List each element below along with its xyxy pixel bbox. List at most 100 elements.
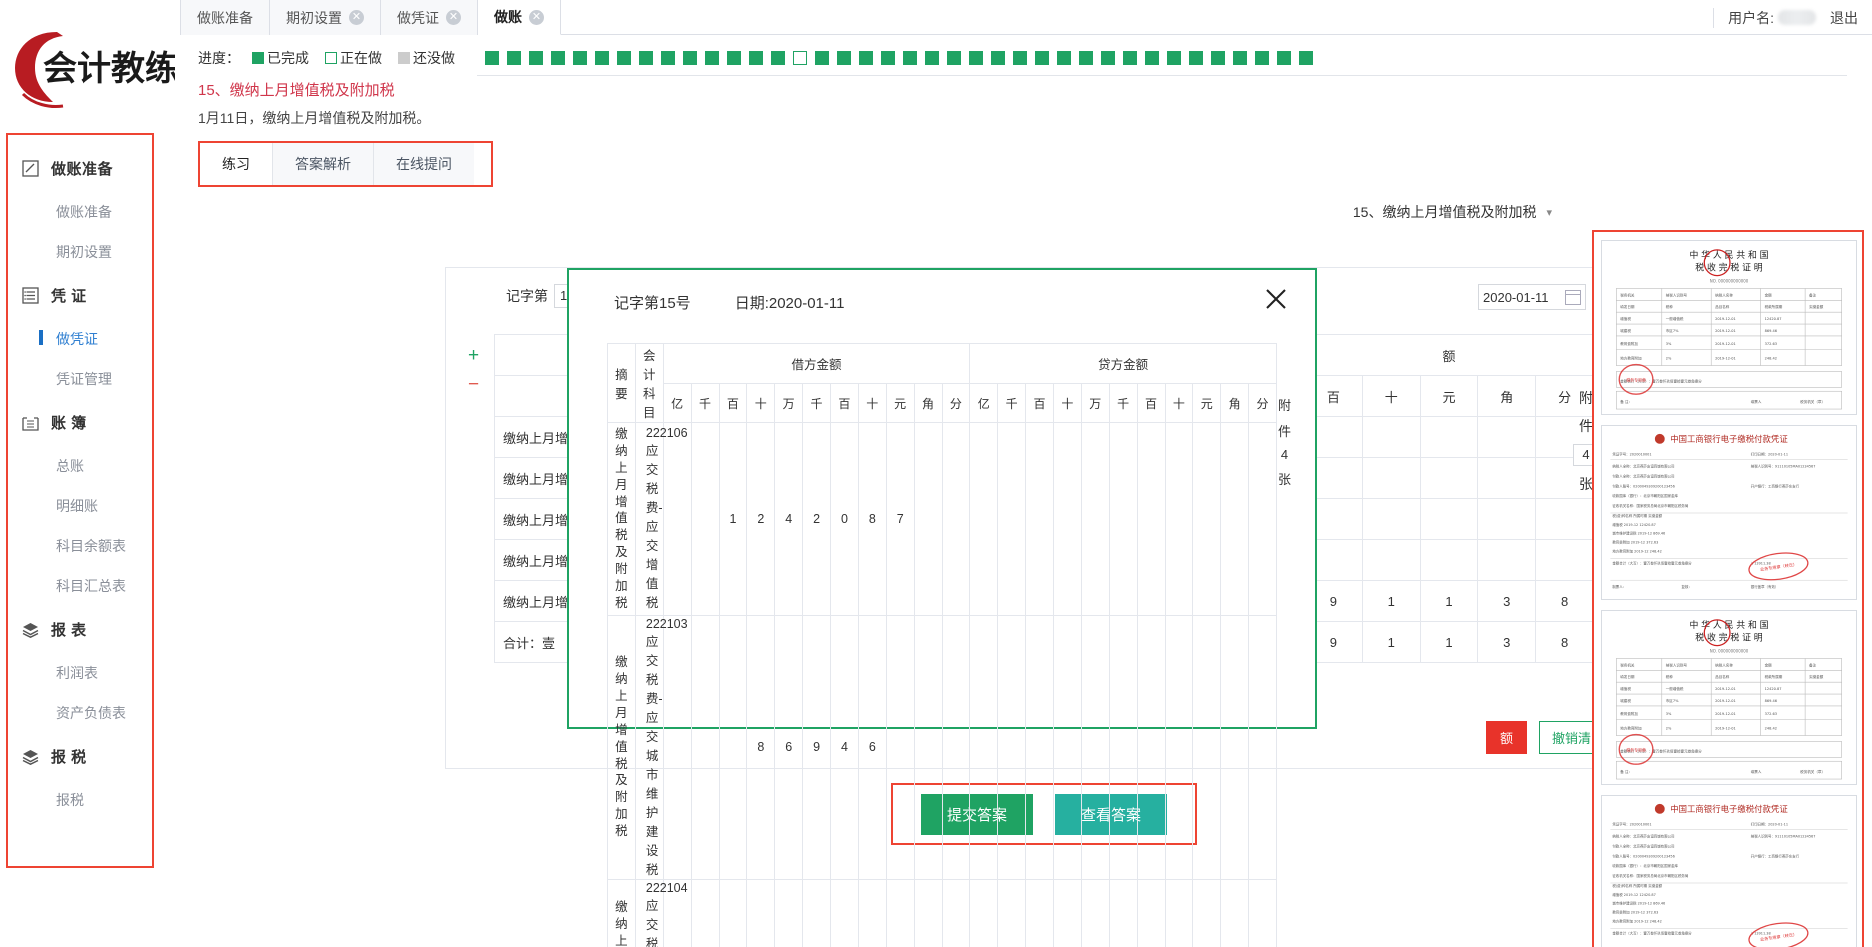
voucher-row-digit-1[interactable] <box>1361 457 1421 499</box>
progress-step-22[interactable] <box>947 51 961 65</box>
progress-step-29[interactable] <box>1101 51 1115 65</box>
voucher-row-digit-3[interactable]: 3 <box>1477 580 1537 622</box>
progress-step-5[interactable] <box>573 51 587 65</box>
voucher-row-digit-3[interactable]: 3 <box>1477 621 1537 663</box>
progress-step-32[interactable] <box>1167 51 1181 65</box>
progress-step-24[interactable] <box>991 51 1005 65</box>
voucher-row-digit-3[interactable] <box>1477 416 1537 458</box>
remove-row-button[interactable]: − <box>468 374 480 395</box>
sidebar-group-zhangbu[interactable]: 账 簿 <box>8 399 152 446</box>
progress-step-18[interactable] <box>859 51 873 65</box>
voucher-row-digit-1[interactable] <box>1361 416 1421 458</box>
voucher-row-digit-3[interactable] <box>1477 498 1537 540</box>
progress-step-14[interactable] <box>771 51 785 65</box>
add-row-button[interactable]: + <box>468 345 480 366</box>
progress-step-15[interactable] <box>793 51 807 65</box>
progress-step-28[interactable] <box>1079 51 1093 65</box>
close-icon[interactable]: ✕ <box>529 9 544 25</box>
progress-step-12[interactable] <box>727 51 741 65</box>
voucher-row-digit-4[interactable]: 8 <box>1535 580 1594 622</box>
subtab-dajianjiexi[interactable]: 答案解析 <box>273 143 374 185</box>
attachment-thumbnail-4[interactable]: 中国工商银行电子缴税付款凭证 凭证字号：2020010001 打印日期：2020-… <box>1601 795 1857 947</box>
progress-step-17[interactable] <box>837 51 851 65</box>
sidebar-item-zuopingzheng[interactable]: 做凭证 <box>8 319 152 359</box>
progress-step-9[interactable] <box>661 51 675 65</box>
progress-step-11[interactable] <box>705 51 719 65</box>
voucher-row-digit-1[interactable]: 1 <box>1361 580 1421 622</box>
voucher-row-digit-2[interactable]: 1 <box>1419 621 1479 663</box>
sidebar-item-baoshui[interactable]: 报税 <box>56 792 84 808</box>
voucher-row-digit-2[interactable] <box>1419 457 1479 499</box>
progress-step-1[interactable] <box>485 51 499 65</box>
progress-step-38[interactable] <box>1299 51 1313 65</box>
sidebar-group-baobiao[interactable]: 报 表 <box>8 606 152 653</box>
voucher-red-button[interactable]: 额 <box>1485 721 1527 754</box>
attachment-thumbnail-3[interactable]: 中 华 人 民 共 和 国 税 收 完 税 证 明 NO. 0000000000… <box>1601 610 1857 785</box>
sidebar-group-pingzheng[interactable]: 凭 证 <box>8 272 152 319</box>
sidebar-item-pingzhengguanli[interactable]: 凭证管理 <box>56 371 112 387</box>
sidebar-item-zichanfuzhaibiao[interactable]: 资产负债表 <box>56 705 126 721</box>
voucher-row-digit-4[interactable] <box>1535 498 1594 540</box>
progress-step-23[interactable] <box>969 51 983 65</box>
voucher-row-digit-2[interactable]: 1 <box>1419 580 1479 622</box>
close-icon[interactable]: ✕ <box>446 10 461 25</box>
tab-qichushezhi[interactable]: 期初设置 ✕ <box>270 0 381 35</box>
progress-step-27[interactable] <box>1057 51 1071 65</box>
voucher-row-digit-2[interactable] <box>1419 498 1479 540</box>
progress-step-3[interactable] <box>529 51 543 65</box>
sidebar-item-kemuhuizongbiao[interactable]: 科目汇总表 <box>56 578 126 594</box>
progress-step-34[interactable] <box>1211 51 1225 65</box>
progress-step-36[interactable] <box>1255 51 1269 65</box>
progress-step-20[interactable] <box>903 51 917 65</box>
voucher-row-digit-4[interactable]: 8 <box>1535 621 1594 663</box>
tab-zuozhang[interactable]: 做账 ✕ <box>478 0 561 35</box>
sidebar-group-baoshui[interactable]: 报 税 <box>8 733 152 780</box>
logout-button[interactable]: 退出 <box>1830 9 1858 26</box>
attachment-thumbnail-1[interactable]: 中 华 人 民 共 和 国 税 收 完 税 证 明 NO. 0000000000… <box>1601 240 1857 415</box>
progress-step-4[interactable] <box>551 51 565 65</box>
progress-step-26[interactable] <box>1035 51 1049 65</box>
voucher-row-digit-4[interactable] <box>1535 539 1594 581</box>
voucher-row-digit-1[interactable] <box>1361 539 1421 581</box>
voucher-row-digit-2[interactable] <box>1419 416 1479 458</box>
progress-step-30[interactable] <box>1123 51 1137 65</box>
progress-step-13[interactable] <box>749 51 763 65</box>
progress-step-19[interactable] <box>881 51 895 65</box>
sidebar-item-mingxizhang[interactable]: 明细账 <box>56 498 98 514</box>
attachment-rail[interactable]: 中 华 人 民 共 和 国 税 收 完 税 证 明 NO. 0000000000… <box>1592 230 1864 947</box>
progress-step-21[interactable] <box>925 51 939 65</box>
subtab-zaixiantiwen[interactable]: 在线提问 <box>374 143 474 185</box>
progress-step-25[interactable] <box>1013 51 1027 65</box>
tab-label: 做账 <box>494 9 522 25</box>
progress-step-10[interactable] <box>683 51 697 65</box>
voucher-date-input[interactable]: 2020-01-11 <box>1478 284 1586 310</box>
sidebar-item-zuozhangzhunbei[interactable]: 做账准备 <box>56 204 112 220</box>
voucher-row-digit-4[interactable] <box>1535 457 1594 499</box>
sidebar-group-zuozhangzhunbei[interactable]: 做账准备 <box>8 145 152 192</box>
voucher-row-digit-3[interactable] <box>1477 457 1537 499</box>
sidebar-item-zongzhang[interactable]: 总账 <box>56 458 84 474</box>
voucher-row-digit-1[interactable] <box>1361 498 1421 540</box>
sidebar-item-lirunbiao[interactable]: 利润表 <box>56 665 98 681</box>
sidebar-item-kemuyuebiao[interactable]: 科目余额表 <box>56 538 126 554</box>
voucher-row-digit-1[interactable]: 1 <box>1361 621 1421 663</box>
voucher-row-digit-2[interactable] <box>1419 539 1479 581</box>
progress-step-33[interactable] <box>1189 51 1203 65</box>
progress-step-2[interactable] <box>507 51 521 65</box>
progress-step-35[interactable] <box>1233 51 1247 65</box>
sidebar-item-qichushezhi[interactable]: 期初设置 <box>56 244 112 260</box>
attachment-thumbnail-2[interactable]: 中国工商银行电子缴税付款凭证 凭证字号：2020010001 打印日期：2020-… <box>1601 425 1857 600</box>
close-icon[interactable]: ✕ <box>349 10 364 25</box>
voucher-row-digit-3[interactable] <box>1477 539 1537 581</box>
progress-step-6[interactable] <box>595 51 609 65</box>
tab-zuozhangzhunbei[interactable]: 做账准备 <box>180 0 270 35</box>
progress-step-7[interactable] <box>617 51 631 65</box>
progress-step-31[interactable] <box>1145 51 1159 65</box>
progress-step-37[interactable] <box>1277 51 1291 65</box>
close-icon[interactable] <box>1263 286 1289 312</box>
tab-zuopingzheng[interactable]: 做凭证 ✕ <box>381 0 478 35</box>
task-selector[interactable]: 15、缴纳上月增值税及附加税 ▾ <box>1353 202 1552 222</box>
progress-step-8[interactable] <box>639 51 653 65</box>
progress-step-16[interactable] <box>815 51 829 65</box>
subtab-lianxi[interactable]: 练习 <box>200 143 273 185</box>
